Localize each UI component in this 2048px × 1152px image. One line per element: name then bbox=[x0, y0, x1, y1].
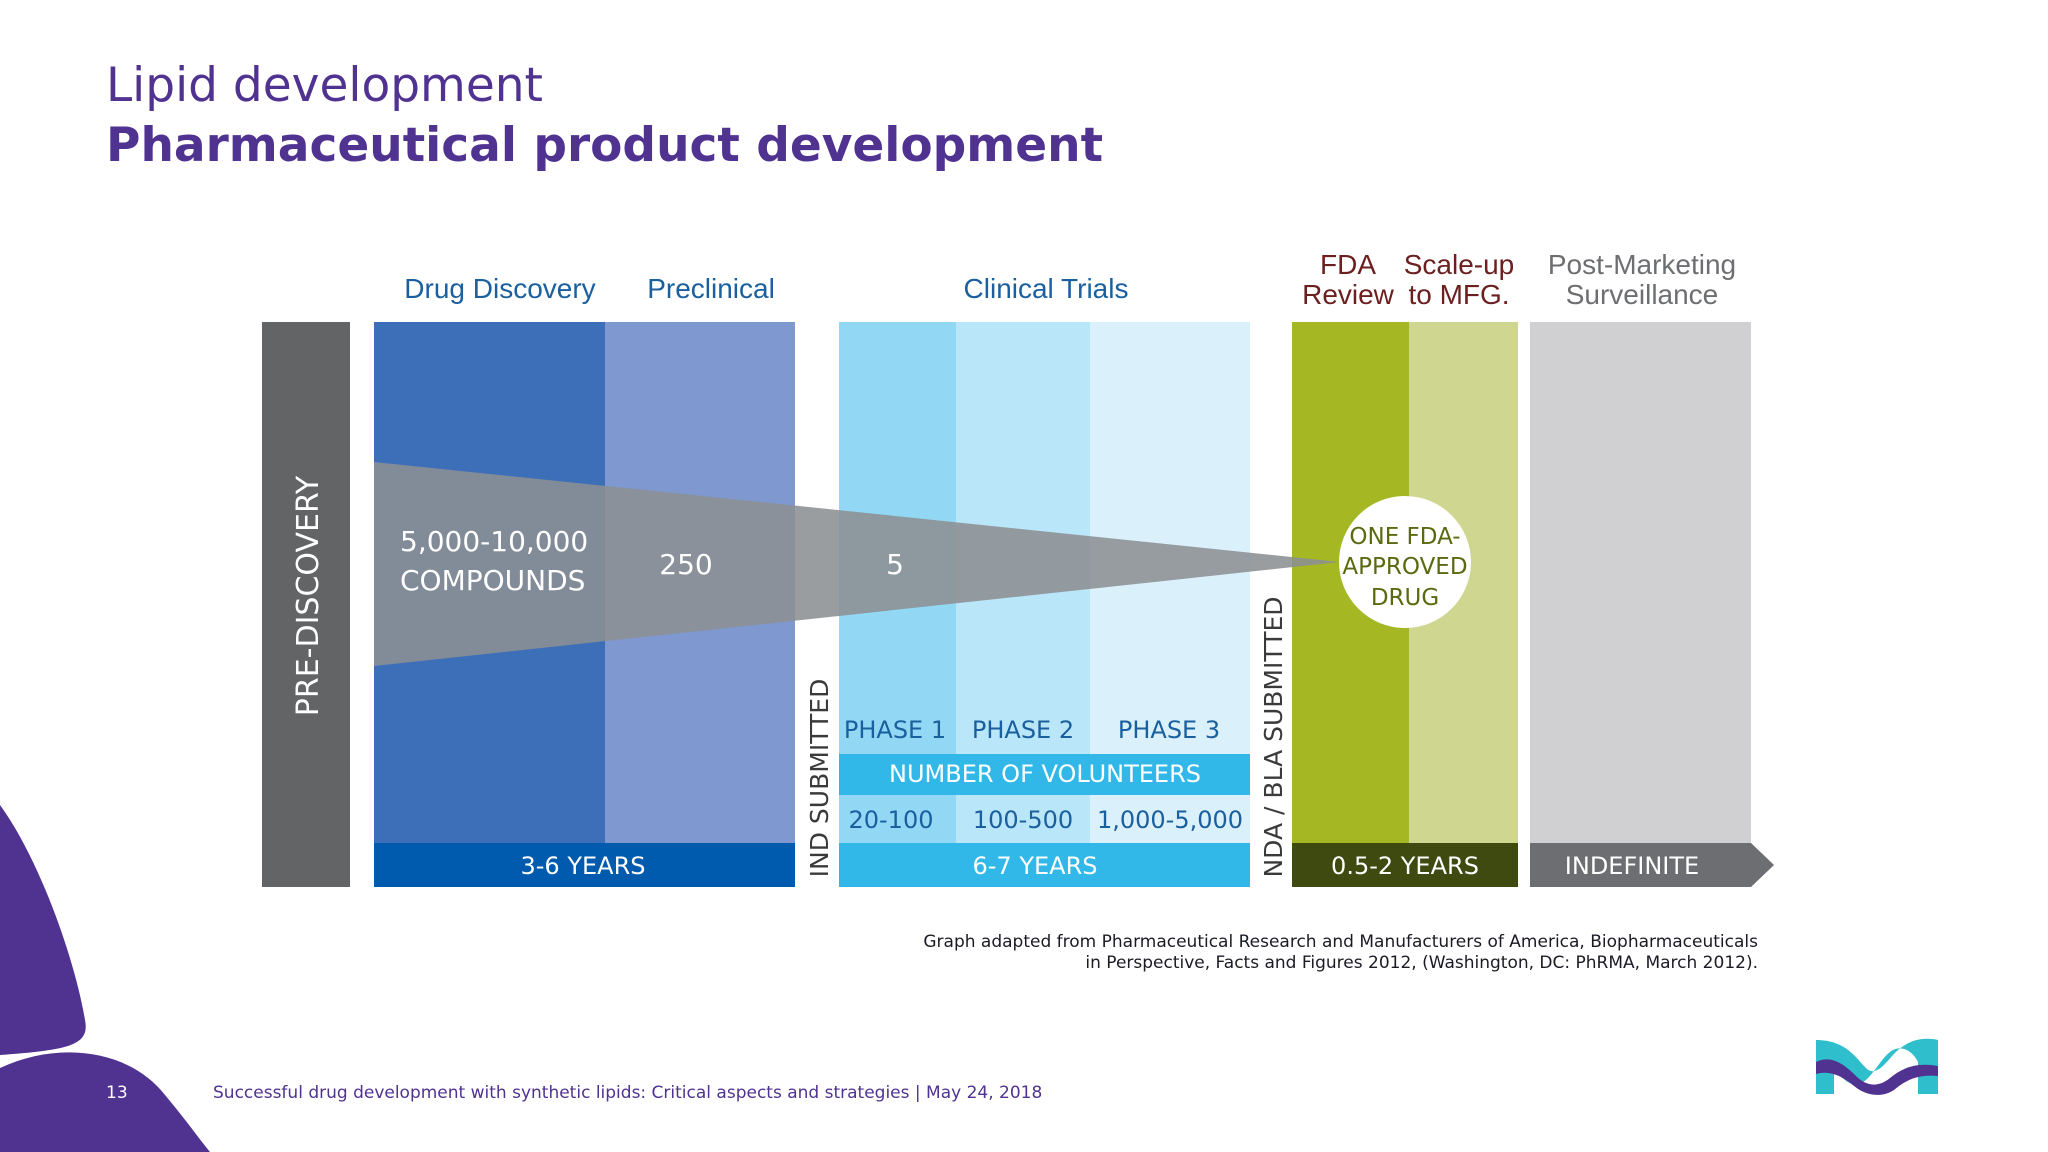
stage-scale-up-line1: Scale-up bbox=[1404, 249, 1515, 280]
phase3-block bbox=[1090, 322, 1250, 754]
phase3-volunteers: 1,000-5,000 bbox=[1097, 806, 1243, 834]
page-title: Lipid development bbox=[106, 58, 543, 113]
stage-fda-review-line2: Review bbox=[1302, 279, 1395, 310]
stage-clinical-trials: Clinical Trials bbox=[964, 273, 1129, 304]
approved-drug-line3: DRUG bbox=[1371, 585, 1439, 611]
stage-post-marketing-line1: Post-Marketing bbox=[1548, 249, 1736, 280]
compounds-count-line2: COMPOUNDS bbox=[400, 564, 585, 597]
clinical-count: 5 bbox=[886, 548, 904, 581]
review-duration: 0.5-2 YEARS bbox=[1331, 852, 1479, 880]
pre-discovery-label: PRE-DISCOVERY bbox=[291, 475, 326, 716]
nda-bla-submitted-label: NDA / BLA SUBMITTED bbox=[1259, 596, 1288, 877]
phase2-volunteer-cell bbox=[956, 795, 1090, 843]
stage-scale-up-line2: to MFG. bbox=[1408, 279, 1509, 310]
page-number: 13 bbox=[106, 1083, 128, 1103]
source-note-line1: Graph adapted from Pharmaceutical Resear… bbox=[923, 932, 1758, 952]
ind-submitted-label: IND SUBMITTED bbox=[805, 679, 834, 878]
phase2-volunteers: 100-500 bbox=[973, 806, 1073, 834]
decorative-blob bbox=[0, 805, 210, 1152]
phase1-volunteer-cell bbox=[839, 795, 956, 843]
footer-text: Successful drug development with synthet… bbox=[213, 1083, 1043, 1103]
stage-fda-review-line1: FDA bbox=[1320, 249, 1376, 280]
compounds-count-line1: 5,000-10,000 bbox=[400, 525, 588, 558]
stage-post-marketing-line2: Surveillance bbox=[1566, 279, 1719, 310]
approved-drug-circle bbox=[1339, 496, 1471, 628]
phase3-volunteer-cell bbox=[1090, 795, 1250, 843]
company-logo bbox=[1816, 1038, 1938, 1095]
discovery-duration: 3-6 YEARS bbox=[521, 852, 646, 880]
phase3-label: PHASE 3 bbox=[1118, 716, 1220, 744]
post-marketing-duration: INDEFINITE bbox=[1565, 852, 1699, 880]
compound-funnel bbox=[374, 462, 1340, 666]
clinical-duration-bar bbox=[839, 843, 1250, 887]
phase1-volunteers: 20-100 bbox=[848, 806, 933, 834]
preclinical-count: 250 bbox=[659, 548, 712, 581]
discovery-duration-bar bbox=[374, 843, 795, 887]
phase1-label: PHASE 1 bbox=[844, 716, 946, 744]
post-marketing-block bbox=[1530, 322, 1751, 843]
approved-drug-line1: ONE FDA- bbox=[1349, 524, 1460, 550]
phase2-label: PHASE 2 bbox=[972, 716, 1074, 744]
pre-discovery-column bbox=[262, 322, 350, 887]
source-note: Graph adapted from Pharmaceutical Resear… bbox=[758, 932, 1758, 974]
stage-preclinical: Preclinical bbox=[647, 273, 775, 304]
post-marketing-duration-arrow bbox=[1530, 843, 1774, 887]
clinical-duration: 6-7 YEARS bbox=[973, 852, 1098, 880]
review-duration-bar bbox=[1292, 843, 1518, 887]
stage-drug-discovery: Drug Discovery bbox=[404, 273, 595, 304]
page-subtitle: Pharmaceutical product development bbox=[106, 118, 1104, 173]
source-note-line2: in Perspective, Facts and Figures 2012, … bbox=[1085, 953, 1758, 973]
approved-drug-line2: APPROVED bbox=[1342, 554, 1467, 580]
volunteers-label: NUMBER OF VOLUNTEERS bbox=[889, 760, 1201, 788]
volunteers-bar bbox=[839, 754, 1250, 795]
